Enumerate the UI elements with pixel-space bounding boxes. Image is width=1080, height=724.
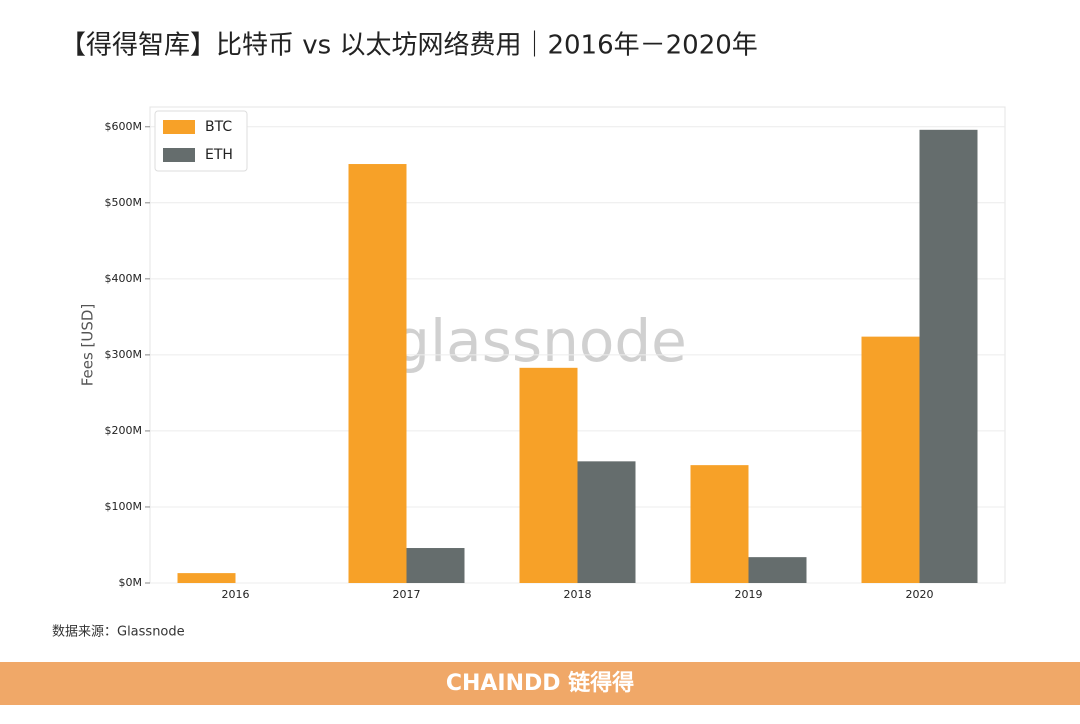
bar — [177, 573, 236, 583]
y-tick-label: $600M — [105, 120, 143, 133]
y-axis-label: Fees [USD] — [79, 304, 97, 387]
bar — [406, 548, 465, 583]
bar — [919, 129, 978, 583]
bar — [348, 164, 407, 583]
bar — [861, 336, 920, 583]
x-tick-label: 2020 — [906, 588, 934, 601]
y-tick-label: $0M — [119, 576, 143, 589]
source-note: 数据来源：Glassnode — [52, 625, 185, 640]
y-tick-label: $100M — [105, 500, 143, 513]
legend-label: ETH — [205, 147, 233, 163]
bar — [748, 557, 807, 583]
x-tick-label: 2017 — [393, 588, 421, 601]
y-tick-label: $500M — [105, 196, 143, 209]
y-tick-label: $300M — [105, 348, 143, 361]
y-tick-label: $400M — [105, 272, 143, 285]
footer-band — [0, 662, 1080, 705]
watermark: glassnode — [393, 307, 687, 375]
legend-swatch — [163, 120, 195, 134]
y-tick-label: $200M — [105, 424, 143, 437]
bar — [519, 367, 578, 583]
chart-title: 【得得智库】比特币 vs 以太坊网络费用｜2016年－2020年 — [60, 31, 758, 61]
x-tick-label: 2019 — [735, 588, 763, 601]
bar — [690, 465, 749, 583]
x-tick-label: 2016 — [222, 588, 250, 601]
bar — [577, 461, 636, 583]
legend-swatch — [163, 148, 195, 162]
x-tick-label: 2018 — [564, 588, 592, 601]
legend-label: BTC — [205, 119, 232, 135]
footer-brand: CHAINDD 链得得 — [446, 670, 634, 696]
